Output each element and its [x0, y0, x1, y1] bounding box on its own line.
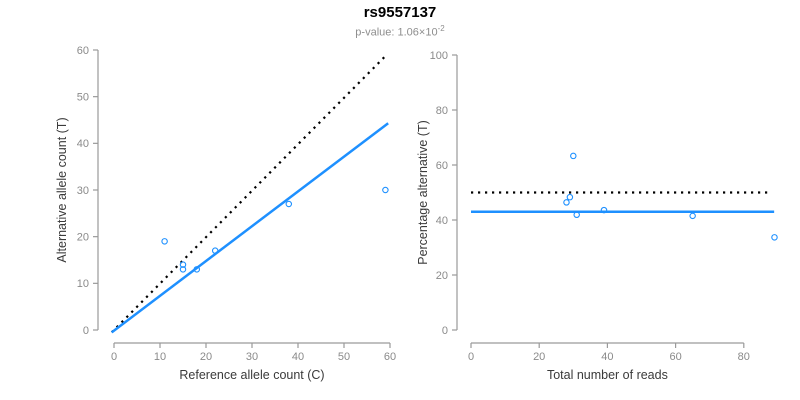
data-point: [285, 200, 293, 208]
data-point: [600, 206, 608, 214]
data-point: [563, 199, 570, 206]
data-point: [771, 234, 778, 241]
data-point: [161, 238, 168, 245]
x-tick-label: 0: [111, 351, 117, 363]
data-point: [573, 211, 580, 219]
y-tick-label: 20: [77, 231, 89, 243]
x-axis-title: Total number of reads: [547, 368, 668, 382]
y-tick-label: 40: [436, 215, 448, 227]
identity-line: [110, 56, 386, 334]
x-axis-title: Reference allele count (C): [179, 368, 324, 382]
x-tick-label: 20: [533, 351, 545, 363]
x-tick-label: 60: [669, 351, 681, 363]
y-tick-label: 30: [77, 185, 89, 197]
data-point: [179, 266, 187, 273]
y-axis-title: Percentage alternative (T): [416, 120, 430, 265]
x-tick-label: 30: [246, 351, 258, 363]
x-tick-label: 40: [292, 351, 304, 363]
fit-line: [110, 122, 389, 334]
data-point: [382, 186, 389, 194]
data-point: [689, 212, 696, 220]
y-tick-label: 80: [436, 105, 448, 117]
y-tick-label: 10: [77, 278, 89, 290]
y-tick-label: 100: [430, 50, 448, 62]
x-tick-label: 10: [154, 351, 166, 363]
data-point: [193, 266, 201, 273]
data-point: [211, 247, 219, 254]
data-point: [566, 193, 574, 201]
y-axis-title: Alternative allele count (T): [55, 117, 69, 262]
x-tick-label: 20: [200, 351, 212, 363]
y-tick-label: 50: [77, 91, 89, 103]
x-tick-label: 80: [738, 351, 750, 363]
x-tick-label: 60: [384, 351, 396, 363]
x-tick-label: 50: [338, 351, 350, 363]
y-tick-label: 0: [83, 325, 89, 337]
y-tick-label: 40: [77, 138, 89, 150]
y-tick-label: 60: [436, 160, 448, 172]
data-point: [179, 261, 187, 268]
data-point: [570, 152, 577, 160]
y-tick-label: 60: [77, 45, 89, 57]
y-tick-label: 20: [436, 270, 448, 282]
y-tick-label: 0: [442, 325, 448, 337]
x-tick-label: 0: [468, 351, 474, 363]
x-tick-label: 40: [601, 351, 613, 363]
